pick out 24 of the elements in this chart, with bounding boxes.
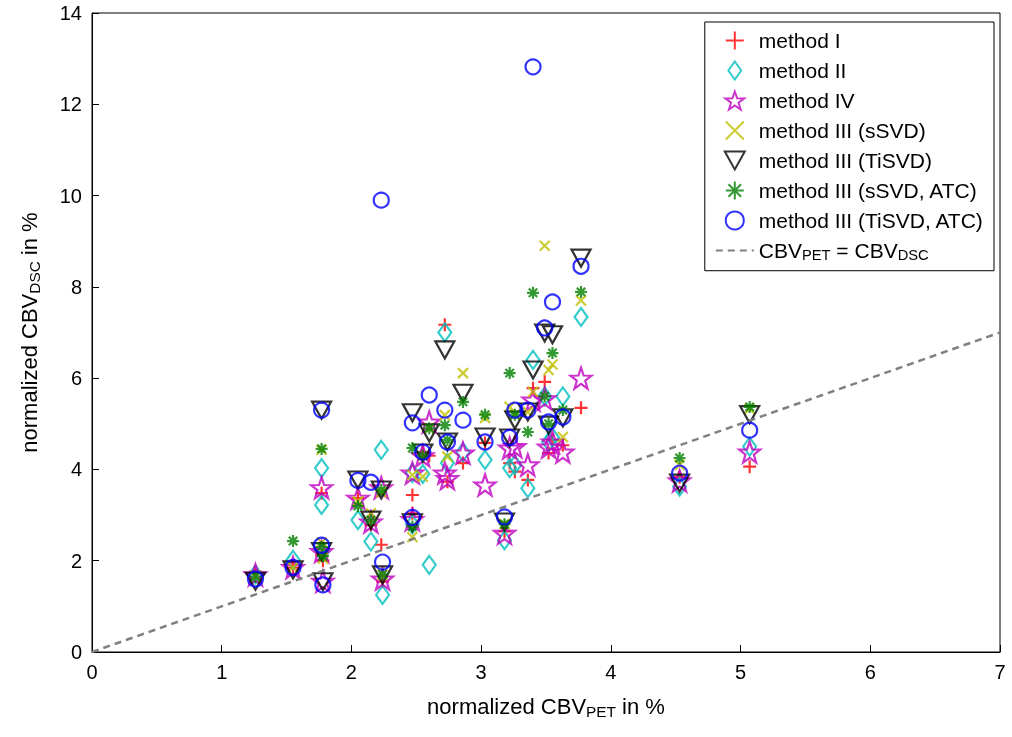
legend-label: method III (TiSVD, ATC) (758, 209, 983, 232)
legend-label: method III (TiSVD) (758, 149, 932, 172)
y-axis-title: normalized CBVDSC in % (17, 212, 43, 453)
y-tick-label: 4 (70, 458, 82, 481)
x-tick-label: 3 (475, 661, 487, 683)
x-tick-label: 5 (735, 661, 747, 683)
y-tick-label: 12 (59, 93, 82, 116)
legend-label: method I (758, 29, 841, 52)
x-tick-label: 6 (864, 661, 876, 683)
legend-label: method II (758, 59, 847, 82)
legend-label: method III (sSVD, ATC) (758, 179, 977, 202)
y-tick-label: 8 (70, 275, 82, 298)
legend-label: method IV (758, 89, 855, 112)
x-tick-label: 0 (86, 661, 98, 683)
y-tick-label: 0 (70, 641, 82, 663)
x-tick-label: 2 (345, 661, 357, 683)
x-tick-label: 1 (216, 661, 228, 683)
x-tick-label: 4 (605, 661, 617, 683)
y-tick-label: 2 (70, 549, 82, 572)
x-tick-label: 7 (994, 661, 1006, 683)
y-tick-label: 6 (70, 367, 82, 390)
y-tick-label: 14 (59, 2, 82, 24)
y-tick-label: 10 (59, 184, 82, 207)
legend-label: method III (sSVD) (758, 119, 926, 142)
